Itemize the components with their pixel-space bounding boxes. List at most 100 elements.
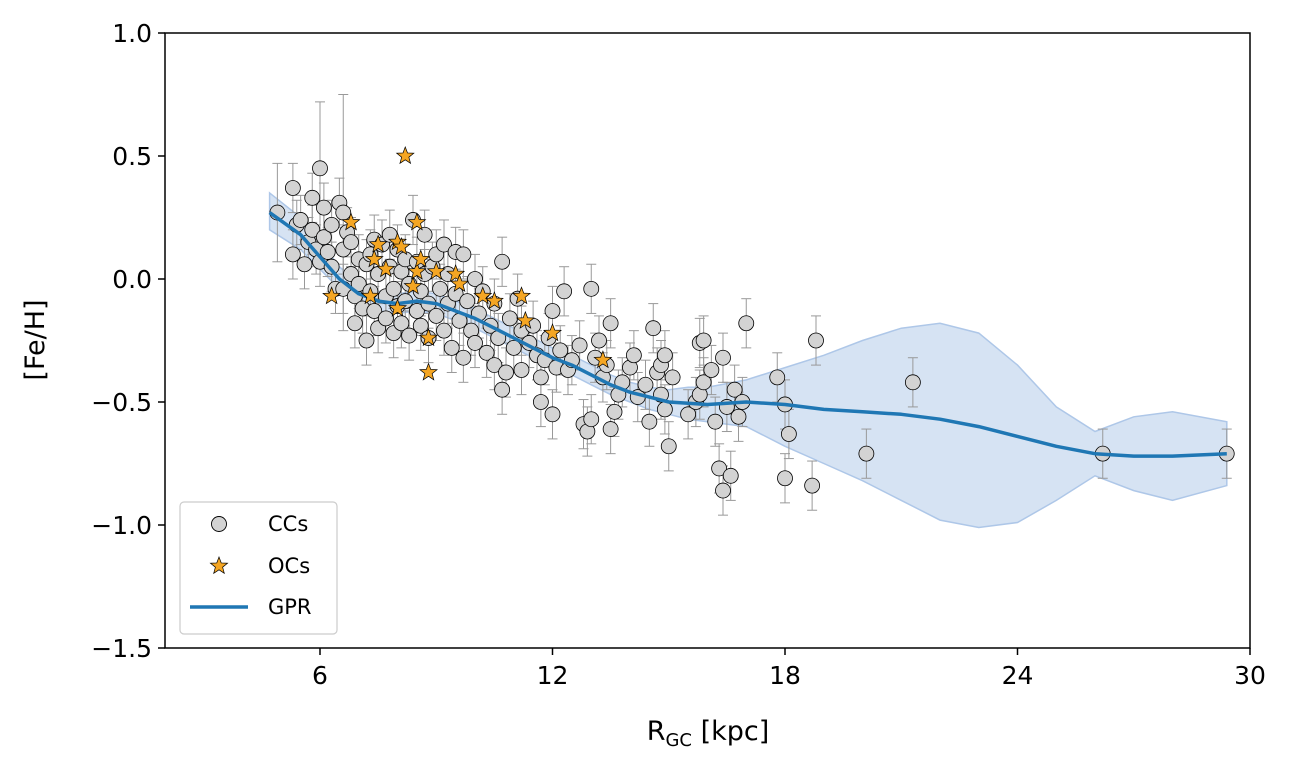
cc-point (358, 332, 375, 349)
oc-points (322, 146, 613, 381)
cc-point (284, 246, 301, 263)
legend-cc-label: CCs (268, 512, 308, 536)
cc-point (312, 160, 328, 177)
cc-point (777, 470, 793, 487)
cc-point (494, 253, 511, 270)
oc-point (446, 264, 466, 283)
cc-point (556, 283, 573, 300)
plot-frame (164, 32, 1251, 649)
x-tick-label: 18 (769, 661, 801, 690)
cc-point (323, 258, 340, 275)
cc-point (680, 406, 697, 423)
oc-point (484, 291, 504, 310)
cc-point (532, 369, 549, 386)
x-axis-title-unit: [kpc] (692, 716, 769, 747)
y-axis-title: [Fe/H] (20, 299, 51, 380)
cc-point (544, 303, 561, 319)
cc-point (467, 335, 483, 351)
cc-point (722, 467, 739, 484)
cc-point (664, 369, 681, 386)
cc-point (486, 357, 503, 374)
cc-point (726, 381, 743, 398)
cc-point (432, 280, 449, 297)
cc-point (467, 271, 483, 287)
cc-point (284, 180, 301, 196)
cc-point (335, 204, 352, 221)
cc-point (346, 315, 363, 332)
oc-point (418, 362, 439, 381)
plot-area (268, 94, 1235, 529)
cc-point (304, 221, 321, 238)
oc-point (391, 237, 411, 256)
cc-point (416, 226, 433, 243)
cc-point (377, 310, 394, 327)
x-tick-label: 30 (1234, 661, 1266, 690)
oc-point (542, 323, 563, 342)
legend-oc-label: OCs (268, 554, 310, 578)
cc-point (501, 310, 518, 327)
cc-point (602, 315, 619, 332)
cc-point (401, 327, 418, 344)
x-tick-label: 6 (312, 661, 328, 690)
cc-point (738, 315, 755, 332)
oc-point (407, 261, 427, 280)
cc-point (602, 421, 619, 437)
oc-point (511, 286, 532, 305)
cc-point (498, 364, 514, 381)
cc-point (715, 482, 731, 499)
oc-point (368, 234, 388, 253)
cc-point (583, 411, 600, 428)
cc-point (730, 408, 747, 425)
cc-point (323, 216, 340, 233)
cc-point (808, 332, 824, 349)
cc-point (656, 347, 673, 364)
cc-point (443, 339, 460, 356)
cc-point (606, 403, 623, 420)
y-tick-label: 0.5 (112, 142, 152, 171)
cc-point (494, 381, 511, 398)
cc-point (393, 315, 410, 332)
oc-point (360, 286, 380, 305)
cc-point (296, 256, 313, 273)
x-tick-label: 24 (1002, 661, 1034, 690)
cc-point (408, 303, 425, 319)
x-axis-title-subscript: GC (665, 730, 692, 751)
x-tick-label: 12 (537, 661, 569, 690)
legend-cc-marker (211, 516, 227, 532)
y-tick-label: 0.0 (112, 265, 152, 294)
cc-point (625, 347, 642, 364)
legend: CCs OCs GPR (179, 501, 338, 635)
cc-point (904, 374, 921, 391)
cc-point (532, 394, 549, 410)
oc-point (515, 310, 535, 329)
y-tick-label: −1.0 (91, 511, 152, 540)
cc-point (695, 332, 712, 349)
cc-point (459, 293, 476, 310)
cc-point (315, 199, 332, 216)
oc-point (426, 261, 446, 280)
cc-point (436, 236, 452, 253)
y-axis-ticks: −1.5 −1.0 −0.5 0.0 0.5 1.0 (91, 19, 165, 663)
oc-point (411, 249, 431, 268)
cc-point (455, 349, 472, 366)
cc-point (637, 376, 654, 393)
cc-point (645, 320, 662, 337)
oc-point (376, 259, 396, 278)
y-tick-label: −0.5 (91, 388, 152, 417)
cc-point (436, 322, 452, 339)
cc-point (315, 229, 332, 246)
legend-oc-marker (209, 556, 229, 575)
legend-box (179, 501, 338, 635)
cc-point (292, 212, 309, 228)
cc-point (304, 189, 321, 206)
cc-point (343, 234, 359, 251)
oc-point (403, 276, 423, 295)
cc-point (591, 332, 607, 349)
oc-point (341, 212, 361, 231)
cc-point (715, 349, 731, 366)
cc-point (583, 280, 600, 297)
cc-point (703, 362, 720, 378)
cc-point (455, 246, 472, 263)
cc-point (769, 369, 786, 386)
cc-point (412, 317, 429, 334)
